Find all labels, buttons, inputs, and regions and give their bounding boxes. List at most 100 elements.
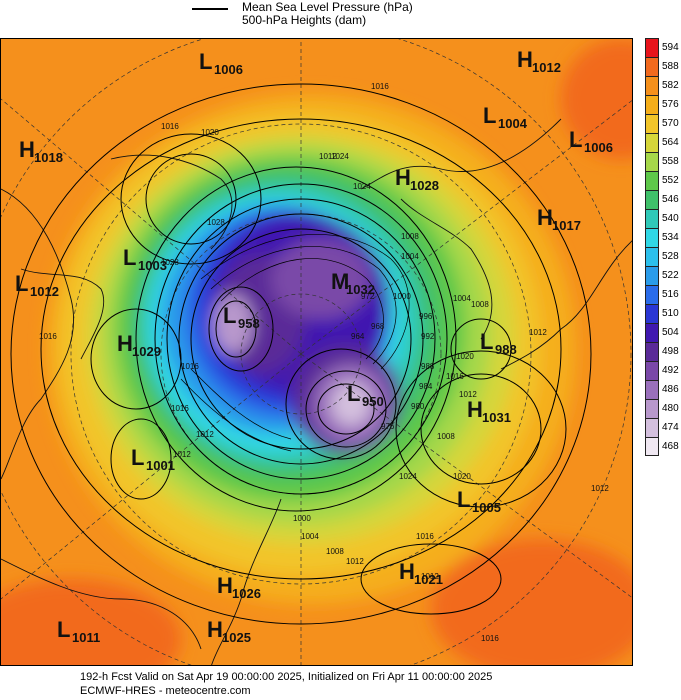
isobar-label: 1016: [39, 332, 57, 341]
pressure-value: 1012: [30, 284, 59, 299]
high-pressure-symbol: H: [217, 573, 233, 598]
isobar-label: 1012: [421, 572, 439, 581]
colorbar-swatch: [645, 323, 659, 342]
low-pressure-symbol: L: [15, 271, 28, 296]
colorbar-label: 576: [662, 99, 679, 110]
legend-height-label: 500-hPa Heights (dam): [242, 13, 367, 27]
pressure-value: 1012: [532, 60, 561, 75]
low-pressure-symbol: L: [569, 127, 582, 152]
colorbar: [645, 38, 659, 456]
high-pressure-symbol: H: [19, 137, 35, 162]
pressure-value: 1001: [146, 458, 175, 473]
colorbar-label: 468: [662, 441, 679, 452]
colorbar-label: 474: [662, 422, 679, 433]
colorbar-swatch: [645, 57, 659, 76]
colorbar-swatch: [645, 399, 659, 418]
colorbar-label: 546: [662, 194, 679, 205]
colorbar-swatch: [645, 437, 659, 456]
colorbar-swatch: [645, 228, 659, 247]
pressure-value: 1021: [414, 572, 443, 587]
colorbar-label: 498: [662, 346, 679, 357]
isobar-label: 988: [421, 362, 435, 371]
colorbar-label: 510: [662, 308, 679, 319]
height-field: [1, 39, 632, 665]
isobar-label: 1012: [196, 430, 214, 439]
colorbar-label: 582: [662, 80, 679, 91]
isobar-label: 1020: [201, 128, 219, 137]
high-pressure-symbol: H: [537, 205, 553, 230]
pressure-value: 1026: [232, 586, 261, 601]
isobar-label: 992: [421, 332, 435, 341]
low-pressure-symbol: L: [131, 445, 144, 470]
legend-mslp-label: Mean Sea Level Pressure (hPa): [242, 0, 413, 14]
isobar-label: 1012: [319, 152, 337, 161]
isobar-label: 1000: [393, 292, 411, 301]
isobar-label: 1020: [456, 352, 474, 361]
pressure-value: 1018: [34, 150, 63, 165]
isobar-label: 1012: [346, 557, 364, 566]
pressure-value: 1004: [498, 116, 528, 131]
isobar-label: 1004: [401, 252, 419, 261]
colorbar-swatch: [645, 285, 659, 304]
isobar-label: 1012: [173, 450, 191, 459]
pressure-value: 1003: [138, 258, 167, 273]
pressure-value: 988: [495, 342, 517, 357]
colorbar-swatch: [645, 76, 659, 95]
high-pressure-symbol: H: [399, 559, 415, 584]
high-pressure-symbol: H: [517, 47, 533, 72]
isobar-label: 1028: [207, 218, 225, 227]
colorbar-label: 522: [662, 270, 679, 281]
colorbar-label: 552: [662, 175, 679, 186]
height-contours: [180, 234, 410, 452]
map-panel: L 1006 H 1012 L 1004 L 1006 H 1018 H 1028 H 1017 L 1003…: [0, 38, 633, 666]
pressure-value: 1032: [346, 282, 375, 297]
pressure-value: 950: [362, 394, 384, 409]
colorbar-label: 528: [662, 251, 679, 262]
low-pressure-symbol: L: [480, 329, 493, 354]
isobar-label: 1024: [353, 182, 371, 191]
isobar-label: 1008: [326, 547, 344, 556]
isobars: [10, 83, 592, 625]
colorbar-label: 480: [662, 403, 679, 414]
colorbar-swatch: [645, 266, 659, 285]
isobar-label: 1016: [181, 362, 199, 371]
isobar-label: 1016: [171, 404, 189, 413]
isobar-label: 1020: [453, 472, 471, 481]
isobar-label: 1016: [371, 82, 389, 91]
pressure-value: 1006: [584, 140, 613, 155]
pressure-value: 1006: [214, 62, 243, 77]
colorbar-label: 492: [662, 365, 679, 376]
low-pressure-symbol: L: [483, 103, 496, 128]
isobar-label: 1008: [401, 232, 419, 241]
isobar-label: 1024: [399, 472, 417, 481]
isobar-label: 1024: [331, 152, 349, 161]
isobar-label: 1016: [416, 532, 434, 541]
isobar-label: 1008: [471, 300, 489, 309]
colorbar-swatch: [645, 133, 659, 152]
colorbar-swatch: [645, 95, 659, 114]
pressure-value: 1025: [222, 630, 251, 645]
colorbar-label: 486: [662, 384, 679, 395]
colorbar-label: 594: [662, 42, 679, 53]
colorbar-swatch: [645, 380, 659, 399]
isobar-label: 972: [361, 292, 375, 301]
isobar-label: 1012: [529, 328, 547, 337]
high-pressure-symbol: H: [207, 617, 223, 642]
isobar-line-sample: [192, 8, 228, 10]
pressure-value: 1029: [132, 344, 161, 359]
high-pressure-symbol: H: [117, 331, 133, 356]
isobar-labels: 1016101610201024102810121024100810041000…: [39, 82, 609, 643]
colorbar-label: 570: [662, 118, 679, 129]
isobar-label: 1000: [293, 514, 311, 523]
model-credit-text: ECMWF-HRES - meteocentre.com: [80, 685, 251, 697]
high-pressure-symbol: H: [395, 165, 411, 190]
pressure-value: 1005: [472, 500, 501, 515]
low-pressure-symbol: L: [199, 49, 212, 74]
low-pressure-symbol: L: [457, 487, 470, 512]
pressure-value: 958: [238, 316, 260, 331]
isobar-label: 1012: [591, 484, 609, 493]
colorbar-swatch: [645, 190, 659, 209]
isobar-label: 1008: [437, 432, 455, 441]
